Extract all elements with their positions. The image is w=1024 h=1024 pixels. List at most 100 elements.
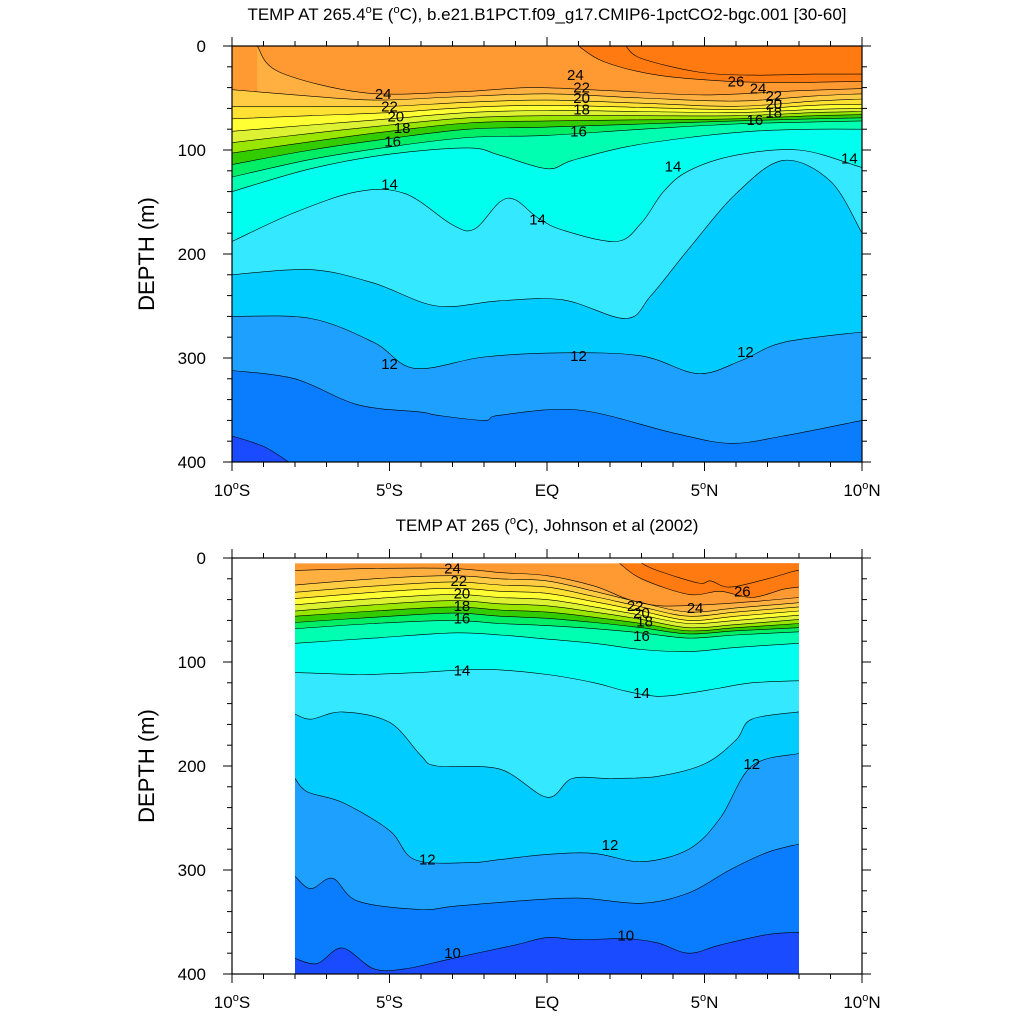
contour-line-16 xyxy=(295,620,799,639)
contour-label: 16 xyxy=(747,112,764,129)
contour-line-11 xyxy=(295,843,799,910)
contour-line-20 xyxy=(232,108,862,132)
contour-line-18 xyxy=(295,606,799,632)
contour-line-17 xyxy=(295,612,799,635)
y-tick-label: 100 xyxy=(178,653,206,672)
contour-line-10.5 xyxy=(232,435,289,462)
contour-line-11 xyxy=(232,370,862,444)
y-tick-label: 100 xyxy=(178,141,206,160)
contour-label: 12 xyxy=(570,348,587,365)
contour-label: 14 xyxy=(381,176,398,193)
contour-label: 12 xyxy=(419,852,436,869)
contour-label: 16 xyxy=(454,610,471,627)
contour-line-10 xyxy=(295,932,799,972)
contour-line-19 xyxy=(232,111,862,143)
x-tick-label: EQ xyxy=(535,993,560,1012)
contour-line-26.5 xyxy=(641,563,799,588)
contour-label: 18 xyxy=(573,101,590,118)
x-axis: 10oS 5oS EQ 5oN 10oN xyxy=(214,37,881,500)
contour-label: 24 xyxy=(444,560,461,577)
fill-band-26 xyxy=(578,46,862,83)
y-tick-label: 0 xyxy=(197,37,206,56)
contour-label: 22 xyxy=(627,598,644,615)
y-axis-label: DEPTH (m) xyxy=(134,709,159,823)
contour-line-24 xyxy=(295,567,799,607)
contour-line-20 xyxy=(295,594,799,624)
y-tick-label: 400 xyxy=(178,453,206,472)
contour-label: 14 xyxy=(633,685,650,702)
contour-label: 24 xyxy=(567,67,584,84)
contour-label: 20 xyxy=(387,109,404,126)
contour-label: 26 xyxy=(734,583,751,600)
contour-label: 20 xyxy=(633,605,650,622)
contour-label: 18 xyxy=(636,613,653,630)
contour-label: 10 xyxy=(444,945,461,962)
contour-line-12 xyxy=(295,753,799,864)
contour-line-23 xyxy=(295,575,799,613)
contour-line-26 xyxy=(578,46,862,83)
x-tick-label: 5oN xyxy=(691,992,719,1012)
contour-line-14 xyxy=(295,668,799,697)
contour-line-22 xyxy=(232,98,862,107)
contour-label: 12 xyxy=(737,344,754,361)
contour-line-17 xyxy=(232,117,862,165)
contour-label: 14 xyxy=(841,150,858,167)
contour-label: 16 xyxy=(384,134,401,151)
contour-label: 20 xyxy=(765,96,782,113)
x-tick-label: 10oS xyxy=(214,992,250,1012)
chart-title: TEMP AT 265.4oE (oC), b.e21.B1PCT.f09_g1… xyxy=(247,4,846,24)
x-tick-label: 10oN xyxy=(843,992,880,1012)
contour-label: 22 xyxy=(450,573,467,590)
y-tick-label: 300 xyxy=(178,861,206,880)
contour-label: 20 xyxy=(573,90,590,107)
x-tick-label: 5oN xyxy=(691,480,719,500)
y-tick-label: 300 xyxy=(178,349,206,368)
y-axis-label: DEPTH (m) xyxy=(134,197,159,311)
contour-line-18 xyxy=(232,114,862,154)
contour-line-26.5 xyxy=(625,46,862,76)
x-tick-label: 5oS xyxy=(376,992,403,1012)
y-axis: 0 100 200 300 400 xyxy=(178,549,871,984)
y-tick-label: 400 xyxy=(178,965,206,984)
contour-line-22 xyxy=(295,581,799,617)
contour-label: 26 xyxy=(728,73,745,90)
fill-band-below-11 xyxy=(295,844,799,974)
contour-label: 20 xyxy=(454,585,471,602)
x-tick-label: 10oN xyxy=(843,480,880,500)
contour-fills xyxy=(295,563,799,974)
contour-line-15 xyxy=(295,632,799,652)
panel-bottom: 2422201816142220181624261412121210100100… xyxy=(134,515,881,1012)
contour-label: 18 xyxy=(765,105,782,122)
contour-label: 14 xyxy=(454,662,471,679)
contour-line-23 xyxy=(232,89,862,102)
contour-label: 16 xyxy=(570,123,587,140)
contour-label: 16 xyxy=(633,628,650,645)
fill-band-below-10.5 xyxy=(232,436,289,462)
contour-label: 10 xyxy=(617,928,634,945)
contour-label: 18 xyxy=(394,120,411,137)
x-axis: 10oS 5oS EQ 5oN 10oN xyxy=(214,549,881,1012)
contour-label: 12 xyxy=(381,356,398,373)
contour-label: 14 xyxy=(529,212,546,229)
contour-label: 22 xyxy=(765,88,782,105)
contour-line-21 xyxy=(232,103,862,120)
contour-lines xyxy=(295,563,799,972)
y-tick-label: 0 xyxy=(197,549,206,568)
fill-band-below-11 xyxy=(232,370,862,462)
contour-line-24 xyxy=(256,46,862,96)
contour-label: 12 xyxy=(602,837,619,854)
contour-label: 24 xyxy=(750,81,767,98)
contour-line-13 xyxy=(232,159,862,319)
contour-label: 22 xyxy=(573,80,590,97)
contour-label: 24 xyxy=(687,600,704,617)
contour-label: 12 xyxy=(743,756,760,773)
chart-title: TEMP AT 265 (oC), Johnson et al (2002) xyxy=(396,515,699,535)
y-tick-label: 200 xyxy=(178,757,206,776)
contour-label: 24 xyxy=(375,86,392,103)
x-tick-label: 10oS xyxy=(214,480,250,500)
contour-label: 22 xyxy=(381,98,398,115)
